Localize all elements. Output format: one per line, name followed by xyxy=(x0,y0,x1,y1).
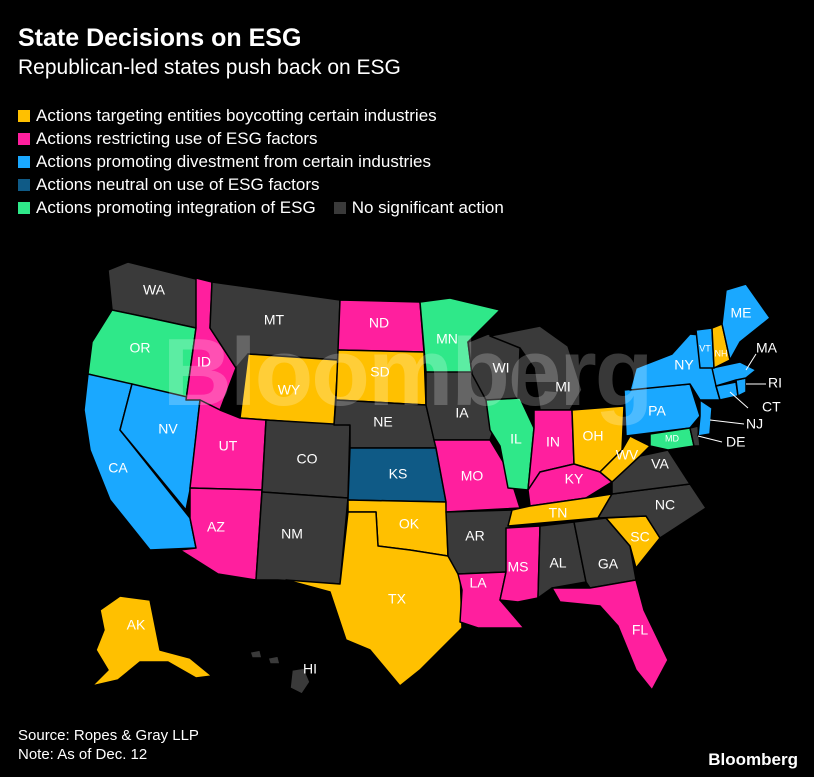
footer: Source: Ropes & Gray LLP Note: As of Dec… xyxy=(18,726,199,764)
label-WI: WI xyxy=(492,360,509,376)
leader-CT xyxy=(729,391,749,409)
label-SC: SC xyxy=(630,529,649,545)
legend-swatch-neutral xyxy=(18,178,30,191)
label-OH: OH xyxy=(583,428,604,444)
bloomberg-logo: Bloomberg xyxy=(708,750,798,769)
state-DE xyxy=(689,425,701,447)
legend-item-restrict: Actions restricting use of ESG factors xyxy=(18,127,504,150)
label-MO: MO xyxy=(461,468,484,484)
state-MO xyxy=(433,439,521,513)
chart-subtitle: Republican-led states push back on ESG xyxy=(18,56,401,79)
legend-label-integrate: Actions promoting integration of ESG xyxy=(36,198,316,217)
state-AL xyxy=(537,521,587,599)
state-MD xyxy=(649,427,695,451)
legend: Actions targeting entities boycotting ce… xyxy=(18,104,504,219)
label-MI: MI xyxy=(555,379,571,395)
state-AK xyxy=(91,595,213,687)
label-WA: WA xyxy=(143,282,166,298)
label-KS: KS xyxy=(389,466,408,482)
label-MN: MN xyxy=(436,331,458,347)
leader-MA xyxy=(745,353,757,371)
label-KY: KY xyxy=(565,471,584,487)
label-NM: NM xyxy=(281,526,303,542)
legend-label-divest: Actions promoting divestment from certai… xyxy=(36,152,431,171)
label-NY: NY xyxy=(674,357,694,373)
label-NJ: NJ xyxy=(746,416,763,432)
state-IL xyxy=(485,397,535,491)
label-RI: RI xyxy=(768,375,782,391)
label-NV: NV xyxy=(158,421,178,437)
legend-swatch-divest xyxy=(18,155,30,168)
state-MA xyxy=(711,361,757,387)
legend-swatch-integrate xyxy=(18,201,30,214)
legend-label-neutral: Actions neutral on use of ESG factors xyxy=(36,175,320,194)
legend-label-restrict: Actions restricting use of ESG factors xyxy=(36,129,318,148)
label-CO: CO xyxy=(297,451,318,467)
label-CA: CA xyxy=(108,460,128,476)
label-NC: NC xyxy=(655,497,675,513)
label-TX: TX xyxy=(388,591,407,607)
label-OK: OK xyxy=(399,516,420,532)
chart-title: State Decisions on ESG xyxy=(18,24,302,52)
state-ME xyxy=(721,283,771,361)
label-LA: LA xyxy=(469,575,487,591)
label-GA: GA xyxy=(598,556,619,572)
legend-swatch-boycott xyxy=(18,109,30,122)
label-MD: MD xyxy=(665,433,679,443)
leader-NJ xyxy=(709,419,745,425)
legend-swatch-none xyxy=(333,201,346,214)
label-PA: PA xyxy=(648,403,666,419)
label-HI: HI xyxy=(303,661,317,677)
label-DE: DE xyxy=(726,434,745,450)
label-MS: MS xyxy=(508,559,529,575)
label-SD: SD xyxy=(370,364,389,380)
state-HI xyxy=(249,649,311,695)
label-OR: OR xyxy=(130,340,151,356)
label-ND: ND xyxy=(369,315,389,331)
legend-item-boycott: Actions targeting entities boycotting ce… xyxy=(18,104,504,127)
state-NJ xyxy=(697,399,713,437)
label-AR: AR xyxy=(465,528,484,544)
legend-swatch-restrict xyxy=(18,132,30,145)
label-IN: IN xyxy=(546,434,560,450)
date-note: Note: As of Dec. 12 xyxy=(18,746,148,763)
label-MT: MT xyxy=(264,312,285,328)
us-state-map: WA OR CA NV ID MT WY UT AZ CO NM ND SD N… xyxy=(83,261,782,695)
label-ME: ME xyxy=(731,305,752,321)
label-AK: AK xyxy=(127,617,146,633)
label-AL: AL xyxy=(549,555,566,571)
label-IA: IA xyxy=(455,405,469,421)
label-TN: TN xyxy=(549,505,568,521)
state-FL xyxy=(551,579,669,691)
bloomberg-watermark: Bloomberg xyxy=(162,319,654,426)
label-VA: VA xyxy=(651,456,669,472)
source-note: Source: Ropes & Gray LLP xyxy=(18,727,199,744)
legend-label-boycott: Actions targeting entities boycotting ce… xyxy=(36,106,437,125)
label-NE: NE xyxy=(373,414,392,430)
label-WY: WY xyxy=(278,382,301,398)
label-NH: NH xyxy=(715,348,728,358)
label-CT: CT xyxy=(762,399,781,415)
label-UT: UT xyxy=(219,438,238,454)
label-ID: ID xyxy=(197,354,211,370)
legend-item-integrate: Actions promoting integration of ESG No s… xyxy=(18,196,504,219)
label-MA: MA xyxy=(756,340,778,356)
label-IL: IL xyxy=(510,431,522,447)
label-AZ: AZ xyxy=(207,519,225,535)
label-VT: VT xyxy=(699,343,711,353)
label-WV: WV xyxy=(616,447,639,463)
legend-item-neutral: Actions neutral on use of ESG factors xyxy=(18,173,504,196)
leader-DE xyxy=(697,435,723,443)
label-FL: FL xyxy=(632,622,649,638)
state-TX xyxy=(285,511,463,687)
legend-label-none: No significant action xyxy=(351,198,504,217)
legend-item-divest: Actions promoting divestment from certai… xyxy=(18,150,504,173)
